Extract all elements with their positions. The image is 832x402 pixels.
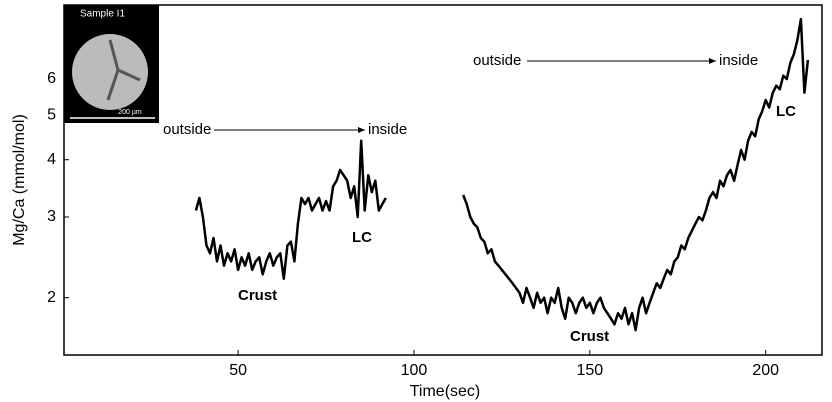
annotation: LC	[352, 229, 372, 246]
y-tick-label: 5	[47, 107, 56, 124]
x-tick-label: 100	[401, 362, 428, 379]
y-axis-label: Mg/Ca (mmol/mol)	[11, 114, 28, 246]
annotation: outside	[473, 52, 521, 69]
annotation: Crust	[570, 328, 609, 345]
annotation: outside	[163, 121, 211, 138]
data-line	[194, 17, 810, 332]
inset-specimen	[72, 34, 148, 110]
y-tick-label: 2	[47, 289, 56, 306]
inset-title: Sample I1	[80, 9, 125, 20]
annotation: inside	[368, 121, 407, 138]
y-tick-label: 4	[47, 151, 56, 168]
x-tick-label: 200	[752, 362, 779, 379]
x-axis-label: Time(sec)	[410, 383, 481, 400]
annotation: inside	[719, 52, 758, 69]
x-tick-label: 50	[229, 362, 247, 379]
annotation: LC	[776, 103, 796, 120]
plot-frame	[63, 4, 823, 356]
inset: Sample I1 200 µm	[64, 5, 159, 123]
x-tick-label: 150	[576, 362, 603, 379]
inset-sutures	[106, 39, 141, 101]
y-tick-label: 3	[47, 208, 56, 225]
y-tick-label: 6	[47, 70, 56, 87]
inset-scale: 200 µm	[118, 109, 142, 116]
annotation: Crust	[238, 287, 277, 304]
